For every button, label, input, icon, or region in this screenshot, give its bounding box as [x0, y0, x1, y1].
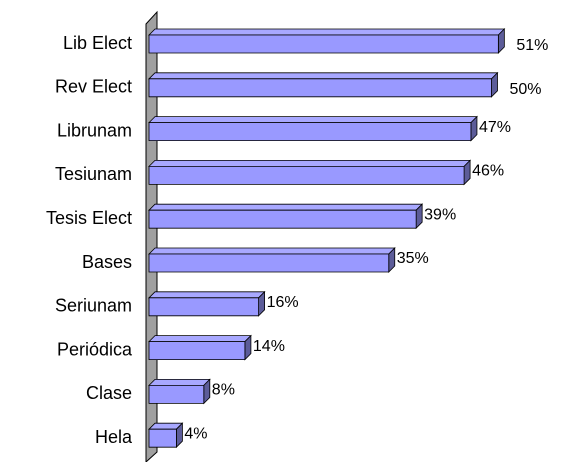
- value-label: 50%: [510, 81, 542, 98]
- value-label: 4%: [184, 425, 207, 442]
- bar-front: [148, 78, 492, 98]
- category-label: Lib Elect: [63, 33, 132, 53]
- bar-front: [148, 384, 205, 404]
- category-label: Clase: [86, 383, 132, 403]
- bar: [148, 115, 478, 142]
- bar-top: [148, 247, 396, 255]
- category-label: Hela: [95, 427, 133, 447]
- bar: [148, 28, 506, 54]
- bar-front: [148, 165, 465, 185]
- bar-front: [148, 253, 390, 273]
- value-label: 16%: [267, 294, 299, 311]
- bar-top: [148, 291, 266, 299]
- category-label: Bases: [82, 252, 132, 272]
- bar-front: [148, 122, 472, 142]
- bar: [148, 247, 396, 273]
- bar-front: [148, 209, 417, 229]
- bar: [148, 378, 211, 405]
- value-label: 14%: [253, 338, 285, 355]
- bar-front: [148, 341, 246, 361]
- category-label: Periódica: [57, 339, 133, 359]
- value-label: 46%: [472, 163, 504, 180]
- bar-top: [148, 72, 499, 80]
- value-label: 8%: [212, 382, 235, 399]
- bar-front: [148, 297, 260, 317]
- category-label: Seriunam: [55, 296, 132, 316]
- bar: [148, 71, 499, 98]
- value-label: 35%: [397, 250, 429, 267]
- category-label: Tesiunam: [55, 164, 132, 184]
- bar-front: [148, 34, 499, 54]
- value-label: 47%: [479, 119, 511, 136]
- category-label: Tesis Elect: [46, 208, 132, 228]
- bar: [148, 203, 424, 230]
- category-label: Librunam: [57, 120, 132, 140]
- bar-front: [148, 428, 177, 448]
- bar-top: [148, 28, 506, 36]
- category-label: Rev Elect: [55, 77, 132, 97]
- bar-top: [148, 335, 252, 343]
- bar-top: [148, 116, 478, 123]
- value-label: 51%: [516, 37, 548, 54]
- bar: [148, 159, 472, 186]
- value-label: 39%: [424, 206, 456, 223]
- bar-top: [148, 159, 472, 167]
- bar-top: [148, 203, 424, 211]
- bar: [148, 334, 252, 361]
- bar: [148, 290, 266, 317]
- bar: [148, 422, 184, 449]
- bar-top: [148, 378, 211, 386]
